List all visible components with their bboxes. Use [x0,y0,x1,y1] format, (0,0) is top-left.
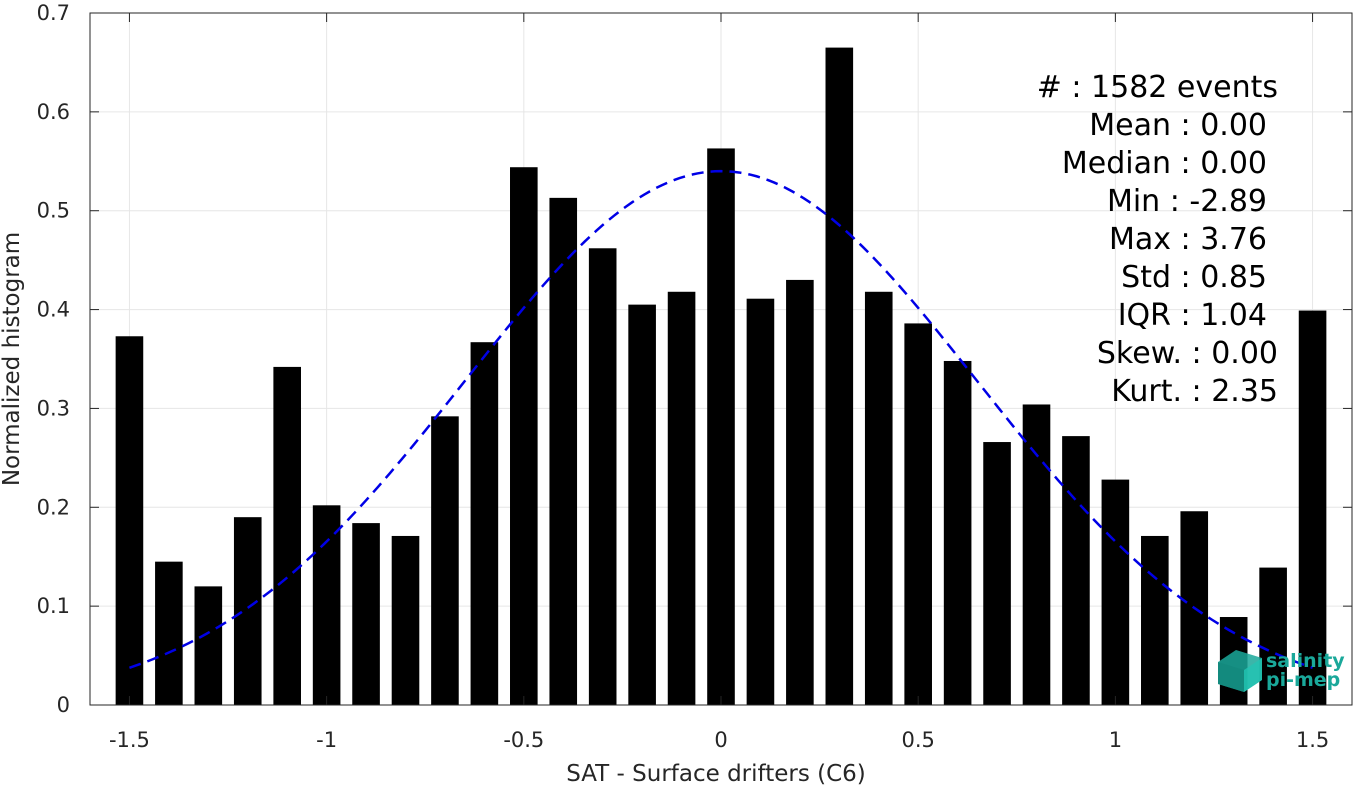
logo-cube-icon [1218,650,1262,692]
y-tick-label: 0.2 [37,495,70,519]
x-tick-label: -1.5 [109,728,150,752]
histogram-bar [588,248,617,705]
x-tick-label: 1.5 [1296,728,1329,752]
histogram-bar [825,47,854,706]
logo-line1: salinity [1266,650,1345,672]
histogram-bar [1101,479,1130,705]
histogram-bar [233,517,262,705]
histogram-bar [1062,436,1090,705]
histogram-bar [746,298,775,705]
histogram-bar [352,523,380,705]
histogram-bar [904,323,932,705]
statistics-annotation: # : 1582 events Mean : 0.00 Median : 0.0… [1037,70,1278,409]
logo-line2: pi-mep [1266,669,1340,691]
histogram-bar [273,366,301,705]
histogram-bar [312,505,341,705]
y-tick-label: 0.6 [37,100,70,124]
x-tick-label: -0.5 [503,728,544,752]
histogram-bar [864,291,893,705]
histogram-bar [391,535,420,705]
x-tick-label: 0 [714,728,727,752]
stat-std: Std : 0.85 [1121,260,1267,295]
salinity-pi-mep-logo: salinity pi-mep [1218,650,1345,692]
stat-median: Median : 0.00 [1062,146,1267,181]
fit-curve [129,169,1313,669]
y-tick-label: 0 [57,693,70,717]
histogram-bar [983,442,1011,705]
histogram-bar [470,342,499,705]
stat-iqr: IQR : 1.04 [1118,298,1267,333]
x-ticks: -1.5 -1 -0.5 0 0.5 1 1.5 [109,13,1329,752]
histogram-bar [667,291,696,705]
histogram-bar [786,279,814,705]
histogram-bar [1298,310,1327,705]
histogram-bar [510,167,538,705]
stat-min: Min : -2.89 [1107,184,1267,219]
histogram-bar [431,416,459,705]
histogram-bar [549,197,578,705]
histogram-bar [194,586,223,705]
histogram-bar [707,148,735,706]
y-tick-label: 0.3 [37,396,70,420]
stat-max: Max : 3.76 [1109,222,1267,257]
histogram-bars [115,47,1327,706]
y-tick-label: 0.7 [37,1,70,25]
y-tick-label: 0.5 [37,199,70,223]
y-ticks: 0 0.1 0.2 0.3 0.4 0.5 0.6 0.7 [37,1,1352,717]
stat-kurt: Kurt. : 2.35 [1111,374,1278,409]
x-tick-label: 1 [1109,728,1122,752]
x-axis-label: SAT - Surface drifters (C6) [566,761,866,785]
stat-skew: Skew. : 0.00 [1097,336,1278,371]
histogram-bar [628,304,656,705]
y-tick-label: 0.1 [37,594,70,618]
stat-events: # : 1582 events [1037,70,1278,105]
histogram-bar [943,360,972,705]
histogram-bar [115,336,144,705]
y-axis-label: Normalized histogram [0,232,25,486]
histogram-bar [155,561,183,705]
stat-mean: Mean : 0.00 [1089,108,1267,143]
histogram-bar [1259,567,1287,705]
histogram-bar [1022,404,1051,705]
x-tick-label: -1 [316,728,337,752]
histogram-bar [1141,535,1169,705]
y-tick-label: 0.4 [37,298,70,322]
x-tick-label: 0.5 [901,728,934,752]
